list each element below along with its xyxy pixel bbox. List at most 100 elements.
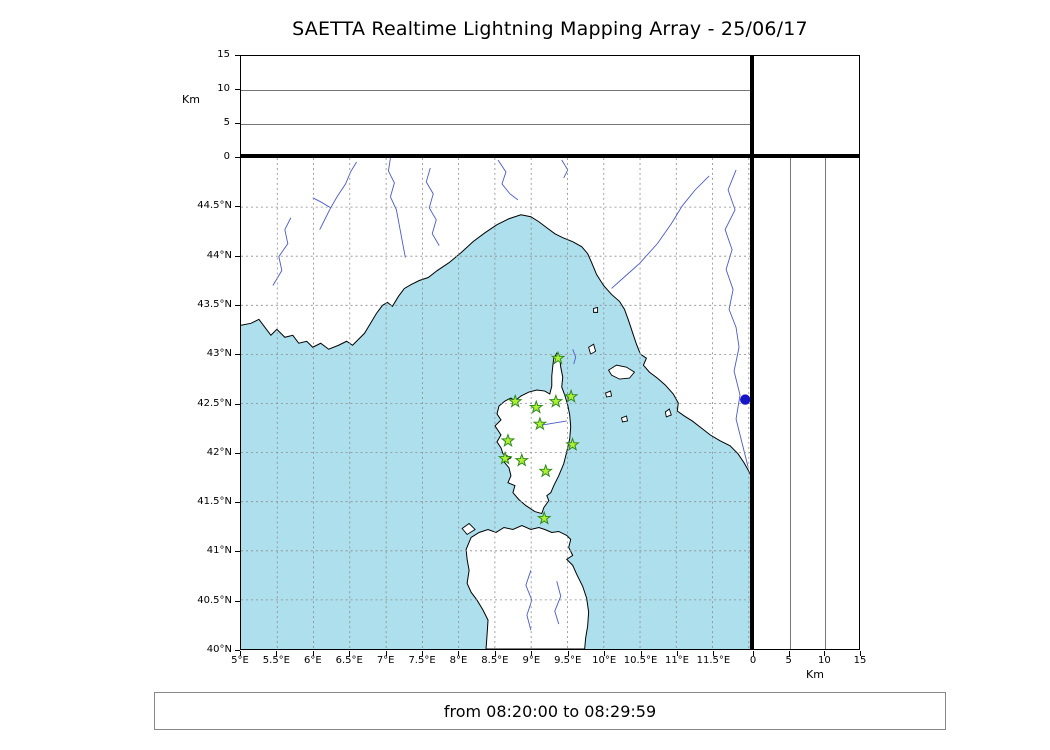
corsica <box>494 352 572 515</box>
figure-title: SAETTA Realtime Lightning Mapping Array … <box>292 18 808 40</box>
lon-tick-label: 7°E <box>376 655 395 666</box>
top-axis-tick-label: 0 <box>223 151 230 162</box>
lon-tick-label: 9°E <box>522 655 541 666</box>
top-axis-tick-label: 10 <box>217 83 230 94</box>
lon-tick-label: 8°E <box>449 655 468 666</box>
lat-tick-label: 41.5°N <box>197 496 232 508</box>
lat-tick-label: 44°N <box>206 249 232 261</box>
time-range-box: from 08:20:00 to 08:29:59 <box>154 692 946 730</box>
lon-tick-label: 5°E <box>231 655 249 666</box>
island <box>593 306 599 313</box>
river <box>554 581 562 625</box>
sardinia <box>465 524 590 649</box>
lat-tick-label: 40.5°N <box>197 594 232 606</box>
river <box>319 161 357 230</box>
thick-divider-horizontal <box>240 154 860 157</box>
axis-tick <box>312 651 314 656</box>
river <box>724 169 749 467</box>
river <box>572 349 577 365</box>
lat-tick-label: 42°N <box>206 446 232 458</box>
map-panel <box>240 157 752 650</box>
lon-tick-label: 11°E <box>664 655 689 666</box>
lon-tick-label: 5.5°E <box>262 655 291 666</box>
saetta-stations <box>497 350 580 525</box>
station-marker <box>500 433 516 448</box>
lat-tick-label: 43.5°N <box>197 298 232 310</box>
axis-tick <box>235 89 240 90</box>
axis-tick <box>235 304 240 306</box>
axis-tick <box>235 551 240 553</box>
axis-tick <box>276 651 278 656</box>
lon-tick-label: 6.5°E <box>335 655 363 666</box>
river <box>425 167 440 246</box>
axis-tick <box>235 403 240 405</box>
axis-tick <box>235 502 240 504</box>
right-axis-tick-label: 10 <box>817 655 831 666</box>
axis-tick <box>860 651 861 656</box>
station-marker <box>528 399 544 414</box>
lon-tick-label: 10°E <box>592 655 617 666</box>
river <box>387 158 406 258</box>
river <box>611 175 710 289</box>
rivers <box>272 158 749 631</box>
axis-tick <box>235 600 240 602</box>
map-gridlines <box>241 158 751 649</box>
right-axis-tick-label: 0 <box>749 655 757 666</box>
island <box>664 408 672 418</box>
station-marker <box>548 393 564 408</box>
top-axis-tick-label: 15 <box>217 49 230 60</box>
island <box>620 415 629 423</box>
axis-tick <box>531 651 533 656</box>
axis-tick <box>824 651 826 656</box>
lon-tick-label: 9.5°E <box>554 655 582 666</box>
thick-divider-vertical <box>750 55 753 650</box>
axis-tick <box>422 651 424 656</box>
axis-tick <box>240 651 241 656</box>
station-marker <box>532 416 548 431</box>
axis-tick <box>713 651 715 656</box>
axis-tick <box>458 651 460 656</box>
axis-tick <box>385 651 387 656</box>
axis-tick <box>567 651 569 656</box>
river <box>542 420 567 426</box>
island <box>605 390 613 398</box>
right-axis-tick-label: 15 <box>853 655 867 666</box>
altitude-latitude-panel <box>753 157 860 650</box>
top-axis-km-label: Km <box>182 93 200 106</box>
axis-tick <box>235 650 240 651</box>
altitude-gridline <box>241 124 751 125</box>
lon-tick-label: 8.5°E <box>481 655 509 666</box>
right-axis-tick-label: 5 <box>785 655 792 666</box>
lon-tick-label: 7.5°E <box>408 655 436 666</box>
lon-tick-label: 11.5°E <box>696 655 731 666</box>
river <box>497 159 519 201</box>
altitude-longitude-panel <box>240 55 752 157</box>
axis-tick <box>788 651 790 656</box>
right-axis-km-label: Km <box>806 668 824 681</box>
landmasses <box>241 158 751 649</box>
axis-tick <box>676 651 678 656</box>
station-marker <box>497 450 513 465</box>
river <box>561 159 569 179</box>
station-marker <box>538 463 554 478</box>
lon-tick-label: 6°E <box>303 655 322 666</box>
axis-tick <box>235 255 240 257</box>
altitude-gridline <box>241 90 751 91</box>
axis-tick <box>494 651 496 656</box>
top-axis-tick-label: 5 <box>223 117 230 128</box>
altitude-gridline <box>789 158 791 649</box>
altitude-histogram-box <box>753 55 860 157</box>
island <box>607 364 636 380</box>
mainland <box>241 158 751 476</box>
axis-tick <box>235 452 240 454</box>
lon-tick-label: 10.5°E <box>623 655 658 666</box>
station-marker <box>563 388 579 403</box>
station-marker <box>514 452 530 467</box>
axis-tick <box>753 651 754 656</box>
river <box>272 217 292 286</box>
mainland-coastline <box>241 214 751 476</box>
axis-tick <box>235 354 240 356</box>
axis-tick <box>235 157 240 158</box>
lightning-point <box>740 394 751 405</box>
island <box>588 343 597 355</box>
